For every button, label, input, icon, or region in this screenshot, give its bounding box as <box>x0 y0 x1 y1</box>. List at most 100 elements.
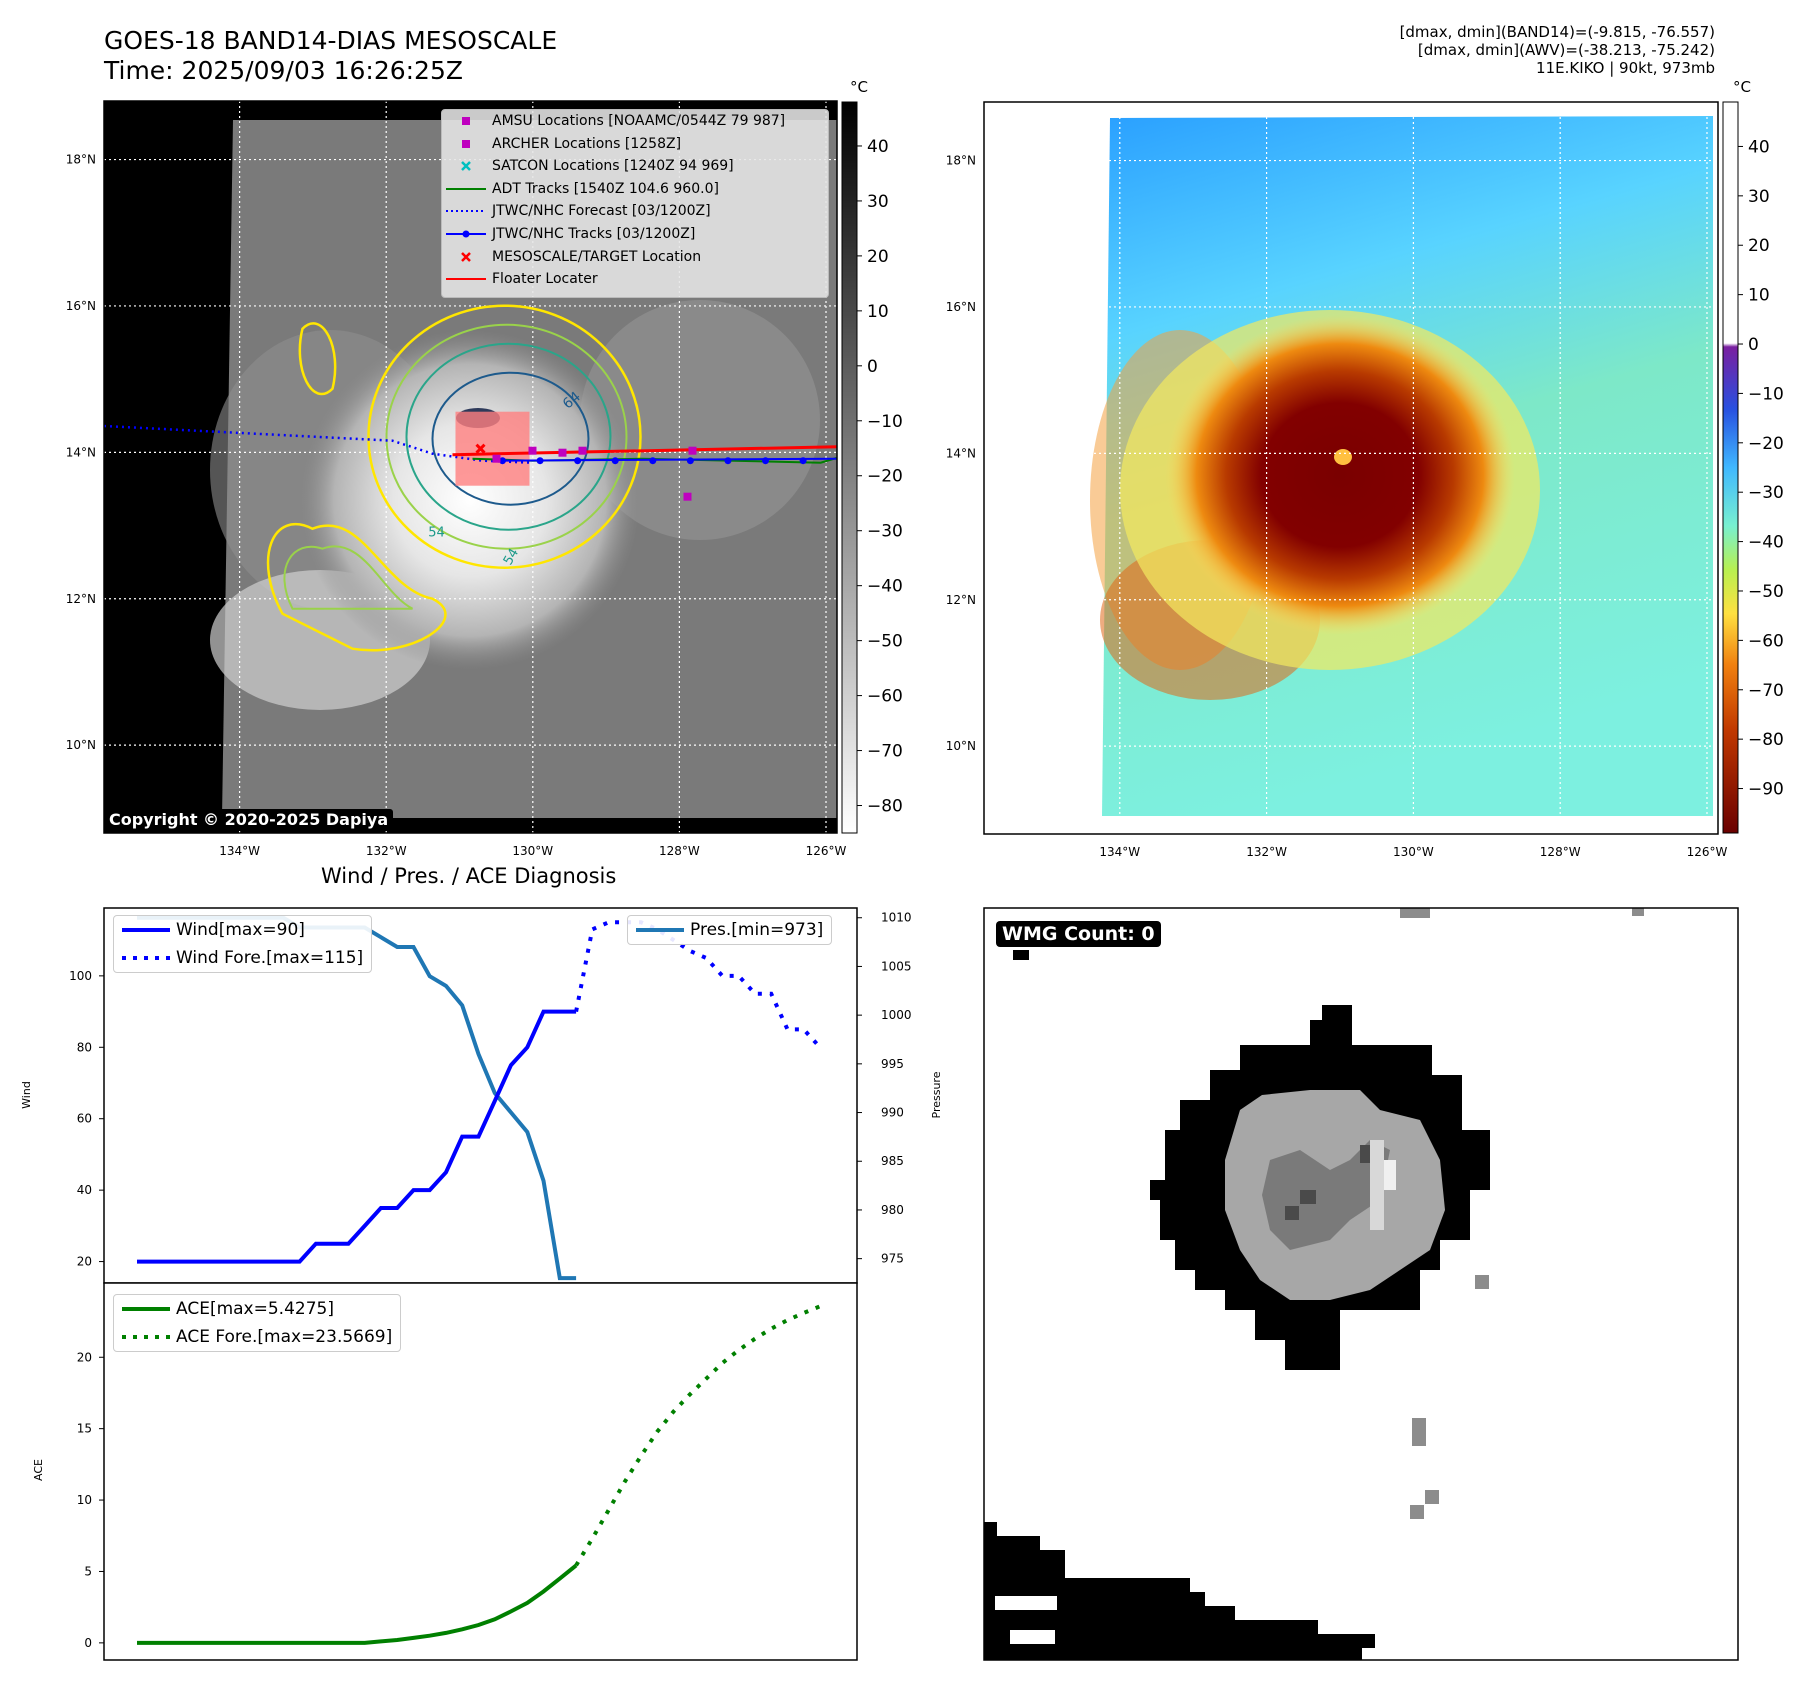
amsu-archer-marker <box>688 446 697 455</box>
ace-chart: 20 15 10 5 0 <box>77 1304 821 1650</box>
copyright-label: Copyright © 2020-2025 Dapiya <box>104 809 394 830</box>
legend-item: AMSU Locations [NOAAMC/0544Z 79 987] <box>442 110 828 133</box>
legend-pressure: Pres.[min=973] <box>636 920 824 940</box>
nhc-track-point <box>574 457 582 465</box>
colorbar-tick-label: −60 <box>1748 631 1784 651</box>
info-awv-range: [dmax, dmin](AWV)=(-38.213, -75.242) <box>1417 41 1715 59</box>
legend-item: MESOSCALE/TARGET Location <box>442 246 828 269</box>
colorbar-tick-label: −50 <box>1748 582 1784 602</box>
colorbar-tick-label: −50 <box>867 632 903 652</box>
gray-colorbar <box>841 101 858 834</box>
colorbar-tick-label: −40 <box>867 577 903 597</box>
colorbar-tick-label: 10 <box>867 302 889 322</box>
pressure-tick-label: 990 <box>881 1106 904 1120</box>
gray-colorbar-unit: °C <box>850 78 868 96</box>
lon-label: 130°W <box>512 844 553 858</box>
lat-label: 14°N <box>66 445 96 459</box>
colorbar-tick-label: 30 <box>867 192 889 212</box>
map-legend: AMSU Locations [NOAAMC/0544Z 79 987] ARCH… <box>441 109 829 298</box>
colorbar-tick-label: −70 <box>1748 681 1784 701</box>
wind-tick-label: 60 <box>77 1112 92 1126</box>
lon-label: 132°W <box>1246 845 1287 859</box>
ace-line <box>137 1563 578 1645</box>
ace-tick-label: 10 <box>77 1493 92 1507</box>
legend-item: Floater Locater <box>442 268 828 291</box>
amsu-archer-marker <box>528 446 537 455</box>
ace-tick-label: 15 <box>77 1422 92 1436</box>
color-colorbar-unit: °C <box>1733 78 1751 96</box>
ace-tick-label: 5 <box>84 1564 92 1578</box>
wind-line <box>137 1009 577 1264</box>
color-colorbar <box>1722 101 1739 834</box>
colorbar-tick-label: 0 <box>867 357 878 377</box>
ace-forecast-line <box>574 1304 821 1567</box>
colorbar-tick-label: −70 <box>867 742 903 762</box>
contour-3 <box>405 342 612 531</box>
map2-overlay <box>984 102 1718 834</box>
colorbar-tick-label: −80 <box>867 797 903 817</box>
legend-wind-forecast: Wind Fore.[max=115] <box>122 948 364 968</box>
lon-label: 134°W <box>219 844 260 858</box>
legend-marker <box>446 278 486 281</box>
ace-tick-label: 20 <box>77 1350 92 1364</box>
gray-colorbar-ticks: 40 30 20 10 0 −10 −20 −30 −40 −50 −60 −70 −80 <box>857 137 903 817</box>
pressure-tick-label: 985 <box>881 1154 904 1168</box>
legend-marker <box>446 187 486 190</box>
wmg-count-badge: WMG Count: 0 <box>996 921 1161 947</box>
ir-color-map <box>984 102 1718 834</box>
pressure-tick-label: 1005 <box>881 959 912 973</box>
lon-label: 128°W <box>659 844 700 858</box>
nhc-track-point <box>724 457 732 465</box>
contour-band-yellow <box>266 522 447 652</box>
forecast-track <box>104 424 533 464</box>
color-colorbar-ticks: 40 30 20 10 0 −10 −20 −30 −40 −50 −60 −70 −80 −90 <box>1738 137 1784 800</box>
contour-outer <box>367 304 642 569</box>
lon-label: 126°W <box>1687 845 1728 859</box>
nhc-track-point <box>611 457 619 465</box>
pressure-tick-label: 1000 <box>881 1008 912 1022</box>
mesoscale-target-box <box>455 411 530 486</box>
pressure-tick-label: 975 <box>881 1252 904 1266</box>
amsu-archer-marker <box>558 448 567 457</box>
legend-item: ADT Tracks [1540Z 104.6 960.0] <box>442 178 828 201</box>
contour-2 <box>385 323 628 550</box>
pressure-tick-label: 980 <box>881 1203 904 1217</box>
map2-frame <box>983 101 1719 835</box>
legend-marker <box>446 210 486 213</box>
lon-label: 132°W <box>366 844 407 858</box>
nhc-track-point <box>649 457 657 465</box>
wmg-panel-frame <box>983 907 1739 1661</box>
legend-item: JTWC/NHC Forecast [03/1200Z] <box>442 200 828 223</box>
lat-label: 14°N <box>946 446 976 460</box>
legend-marker <box>462 117 470 125</box>
contour-label: 54 <box>501 546 522 568</box>
diagnosis-title: Wind / Pres. / ACE Diagnosis <box>321 864 617 888</box>
pressure-axis-label: Pressure <box>930 1071 943 1118</box>
title-line-1: GOES-18 BAND14-DIAS MESOSCALE <box>104 26 558 55</box>
legend-item: JTWC/NHC Tracks [03/1200Z] <box>442 223 828 246</box>
ace-tick-label: 0 <box>84 1636 92 1650</box>
mesoscale-target-marker <box>475 443 486 454</box>
colorbar-tick-label: −20 <box>1748 434 1784 454</box>
lat-label: 18°N <box>66 153 96 167</box>
lon-label: 134°W <box>1099 845 1140 859</box>
wind-tick-label: 100 <box>69 969 92 983</box>
nhc-track-point <box>686 457 694 465</box>
info-band14-range: [dmax, dmin](BAND14)=(-9.815, -76.557) <box>1399 23 1715 41</box>
lat-label: 10°N <box>946 739 976 753</box>
colorbar-tick-label: −10 <box>1748 384 1784 404</box>
colorbar-tick-label: 20 <box>1748 236 1770 256</box>
ace-axis-label: ACE <box>32 1459 45 1481</box>
legend-ace-forecast: ACE Fore.[max=23.5669] <box>122 1327 393 1347</box>
contour-arm-yellow <box>298 322 337 396</box>
lon-label: 130°W <box>1393 845 1434 859</box>
pressure-legend: Pres.[min=973] <box>627 915 833 945</box>
pressure-tick-label: 995 <box>881 1057 904 1071</box>
legend-marker <box>446 230 486 238</box>
wind-tick-label: 20 <box>77 1255 92 1269</box>
legend-marker <box>462 139 470 148</box>
lat-label: 10°N <box>66 738 96 752</box>
storm-info: [dmax, dmin](BAND14)=(-9.815, -76.557) [… <box>1400 23 1715 77</box>
legend-marker <box>461 251 471 262</box>
contour-inner <box>431 371 590 506</box>
